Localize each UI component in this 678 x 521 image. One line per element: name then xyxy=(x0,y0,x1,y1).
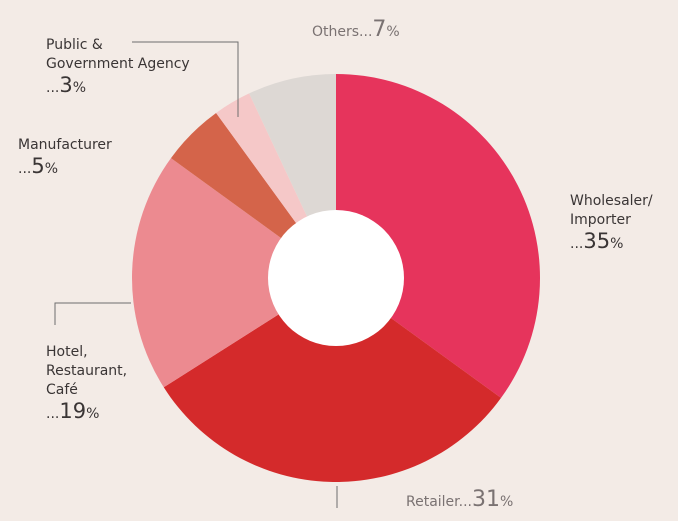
label-public-line1: Public & xyxy=(46,37,103,53)
slice-retailer xyxy=(163,278,502,482)
label-wholesaler-line1: Wholesaler/ xyxy=(570,193,653,209)
label-manufacturer: Manufacturer ...5% xyxy=(18,136,112,179)
label-public-percent: ...3% xyxy=(46,73,190,98)
label-wholesaler-importer: Wholesaler/ Importer ...35% xyxy=(570,192,653,254)
label-wholesaler-suffix: % xyxy=(610,236,624,252)
label-hotel-restaurant-cafe: Hotel, Restaurant, Café ...19% xyxy=(46,343,127,424)
leader-line-public xyxy=(132,41,239,117)
label-retailer: Retailer...31% xyxy=(406,487,514,512)
slice-hotel-restaurant-caf xyxy=(132,158,336,388)
label-hotel-suffix: % xyxy=(86,406,100,422)
leader-line-hotel xyxy=(54,302,131,325)
label-public-suffix: % xyxy=(72,80,87,96)
donut-hole xyxy=(268,210,404,346)
label-hotel-line2: Restaurant, xyxy=(46,363,128,379)
label-public-government: Public & Government Agency ...3% xyxy=(46,36,190,98)
leader-lines xyxy=(54,41,338,508)
label-hotel-prefix: ... xyxy=(46,406,60,422)
label-public-line2: Government Agency xyxy=(46,56,190,72)
label-retailer-suffix: % xyxy=(500,494,514,510)
label-others: Others...7% xyxy=(312,17,400,42)
label-hotel-line3: Café xyxy=(46,382,78,398)
label-manufacturer-percent: ...5% xyxy=(18,154,112,179)
label-manufacturer-prefix: ... xyxy=(18,161,32,177)
label-wholesaler-percent: ...35% xyxy=(570,229,653,254)
label-wholesaler-value: 35 xyxy=(583,229,611,253)
label-others-value: 7 xyxy=(372,17,387,42)
label-retailer-name: Retailer xyxy=(406,494,459,510)
label-manufacturer-line1: Manufacturer xyxy=(18,137,112,153)
label-others-name: Others xyxy=(312,24,360,40)
label-hotel-percent: ...19% xyxy=(46,399,127,424)
label-retailer-prefix: ... xyxy=(458,494,473,510)
label-hotel-line1: Hotel, xyxy=(46,344,88,360)
label-hotel-value: 19 xyxy=(59,399,87,423)
label-manufacturer-suffix: % xyxy=(44,161,59,177)
label-manufacturer-value: 5 xyxy=(31,154,45,178)
label-wholesaler-prefix: ... xyxy=(570,236,584,252)
label-retailer-value: 31 xyxy=(472,487,501,512)
label-others-suffix: % xyxy=(386,24,400,40)
label-public-prefix: ... xyxy=(46,80,60,96)
slice-wholesaler-importer xyxy=(336,73,541,398)
label-public-value: 3 xyxy=(59,73,73,97)
label-others-prefix: ... xyxy=(359,24,373,40)
label-wholesaler-line2: Importer xyxy=(570,212,631,228)
